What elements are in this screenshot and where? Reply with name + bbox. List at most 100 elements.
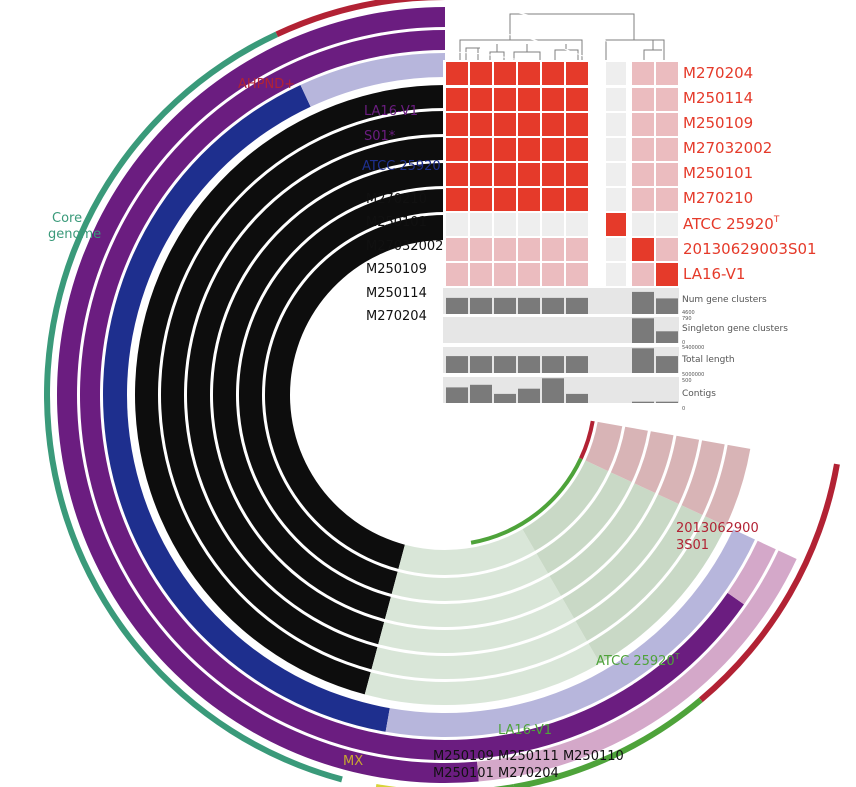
heatmap-cell <box>632 138 654 161</box>
inner-tree-red <box>579 420 595 460</box>
heatmap-cell <box>446 263 468 286</box>
heatmap-cell <box>656 88 678 111</box>
heatmap-cell <box>518 88 540 111</box>
heatmap-cell <box>656 188 678 211</box>
pink-ring-1 <box>610 426 648 483</box>
metric-bar <box>470 384 492 403</box>
ring-label-s01: S01* <box>364 129 396 144</box>
metric-bar <box>446 356 468 373</box>
pink-ring-3 <box>657 435 700 505</box>
genome-rings <box>44 0 840 787</box>
genome-ring-core-3 <box>378 598 574 653</box>
metric-bar <box>566 393 588 403</box>
metric-bar <box>542 378 564 403</box>
heatmap-cell <box>518 188 540 211</box>
heatmap-cell <box>542 88 564 111</box>
heatmap-cell <box>518 138 540 161</box>
heatmap-cell <box>542 213 564 236</box>
heatmap-cell <box>606 138 626 161</box>
scale-length-max: 5400000 <box>682 345 704 351</box>
heatmap-cell <box>470 238 492 261</box>
row-label-m250114: M250114 <box>683 89 753 107</box>
heatmap-cell <box>542 163 564 186</box>
heatmap-cell <box>446 62 468 85</box>
heatmap-cell <box>470 113 492 136</box>
metric-bar <box>518 297 540 314</box>
pink-ring-2 <box>634 431 674 494</box>
ring-separator <box>78 28 812 762</box>
scale-singleton-min: 0 <box>682 340 685 346</box>
heatmap-cell <box>606 188 626 211</box>
ring-label-m27032002: M27032002 <box>366 239 443 254</box>
bin-label-mx: MX <box>343 754 363 769</box>
metric-bar <box>632 401 654 403</box>
heatmap-cell <box>446 113 468 136</box>
ring-label-atcc: ATCC 25920 <box>362 159 441 174</box>
heatmap-cell <box>470 88 492 111</box>
core-shade-5 <box>588 516 726 664</box>
metric-bar <box>656 331 678 343</box>
row-label-m250101: M250101 <box>683 164 753 182</box>
scale-singleton-mid: 790 <box>682 316 692 322</box>
heatmap-cell <box>566 238 588 261</box>
heatmap-cell <box>542 62 564 85</box>
heatmap-cell <box>606 238 626 261</box>
core-shade-2 <box>549 483 656 596</box>
heatmap-cell <box>632 213 654 236</box>
heatmap-cell <box>518 213 540 236</box>
heatmap-cell <box>494 238 516 261</box>
heatmap-cell <box>470 163 492 186</box>
atcc-ring <box>102 85 390 732</box>
heatmap-cell <box>494 113 516 136</box>
bin-label-ahpnd: AHPND+ <box>238 77 295 92</box>
metric-bar <box>632 318 654 343</box>
heatmap-cell <box>446 188 468 211</box>
ring-label-m250109: M250109 <box>366 262 427 277</box>
metric-bar <box>542 356 564 373</box>
heatmap-cell <box>446 88 468 111</box>
heatmap-cell <box>632 163 654 186</box>
heatmap-cell <box>566 213 588 236</box>
heatmap-cell <box>494 213 516 236</box>
heatmap-cell <box>566 188 588 211</box>
heatmap-cell <box>566 88 588 111</box>
bin-ahpnd-bar <box>275 0 445 38</box>
ring-separator <box>101 51 789 739</box>
heatmap-cell <box>606 163 626 186</box>
metric-bar <box>518 388 540 403</box>
atcc-ring-top <box>300 53 445 107</box>
heatmap-cell <box>632 188 654 211</box>
metric-bar <box>446 297 468 314</box>
heatmap-cell <box>656 213 678 236</box>
metric-bar <box>632 348 654 373</box>
metric-bar <box>656 401 678 403</box>
core-shade-4 <box>575 505 703 641</box>
row-label-m270210: M270210 <box>683 189 753 207</box>
atcc-ring-light <box>385 529 755 737</box>
heatmap-cell <box>470 62 492 85</box>
genome-ring-0 <box>265 215 445 569</box>
heatmap-cell <box>518 163 540 186</box>
genome-metric-bars <box>443 288 679 403</box>
heatmap-cell <box>542 188 564 211</box>
heatmap-cell <box>542 238 564 261</box>
metric-bar <box>656 356 678 373</box>
genome-ring-core-1 <box>391 553 548 601</box>
heatmap-cell <box>518 62 540 85</box>
strain-group-line-1: M250109 M250111 M250110 <box>433 749 624 764</box>
heatmap-cell <box>542 113 564 136</box>
heatmap-cell <box>632 62 654 85</box>
heatmap-cell <box>606 62 626 85</box>
metric-bar <box>494 297 516 314</box>
heatmap-cell <box>566 62 588 85</box>
pink-ring-0 <box>585 421 623 472</box>
heatmap-cell <box>518 263 540 286</box>
metric-bar <box>566 297 588 314</box>
heatmap-cell <box>656 263 678 286</box>
pink-ring-5 <box>705 444 751 527</box>
heatmap-cell <box>606 88 626 111</box>
metric-bar <box>518 356 540 373</box>
row-label-s01: 20130629003S01 <box>683 240 817 258</box>
metric-bar <box>494 393 516 403</box>
